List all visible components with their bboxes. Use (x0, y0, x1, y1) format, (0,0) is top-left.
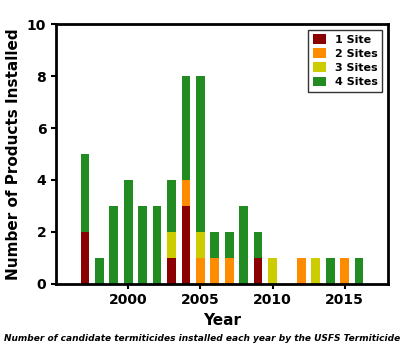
Bar (210, 258, 219, 284)
Bar (268, 258, 277, 284)
Bar (225, 232, 234, 258)
Bar (297, 258, 306, 284)
Bar (254, 258, 262, 284)
Bar (153, 206, 161, 284)
Bar (254, 232, 262, 258)
Bar (182, 76, 190, 180)
Bar (80, 154, 89, 232)
Bar (80, 232, 89, 284)
Bar (196, 232, 205, 258)
Bar (326, 258, 334, 284)
Bar (239, 206, 248, 284)
Bar (210, 232, 219, 258)
Bar (225, 258, 234, 284)
Legend: 1 Site, 2 Sites, 3 Sites, 4 Sites: 1 Site, 2 Sites, 3 Sites, 4 Sites (308, 30, 382, 92)
Bar (124, 180, 132, 284)
Y-axis label: Number of Products Installed: Number of Products Installed (6, 28, 21, 280)
Bar (167, 180, 176, 232)
Bar (355, 258, 364, 284)
Bar (340, 258, 349, 284)
X-axis label: Year: Year (203, 313, 241, 328)
Bar (167, 258, 176, 284)
Bar (196, 258, 205, 284)
Bar (138, 206, 147, 284)
Bar (95, 258, 104, 284)
Bar (110, 206, 118, 284)
Bar (182, 206, 190, 284)
Text: Number of candidate termiticides installed each year by the USFS Termiticide Tes: Number of candidate termiticides install… (4, 334, 400, 343)
Bar (196, 76, 205, 232)
Bar (182, 180, 190, 206)
Bar (312, 258, 320, 284)
Bar (167, 232, 176, 258)
